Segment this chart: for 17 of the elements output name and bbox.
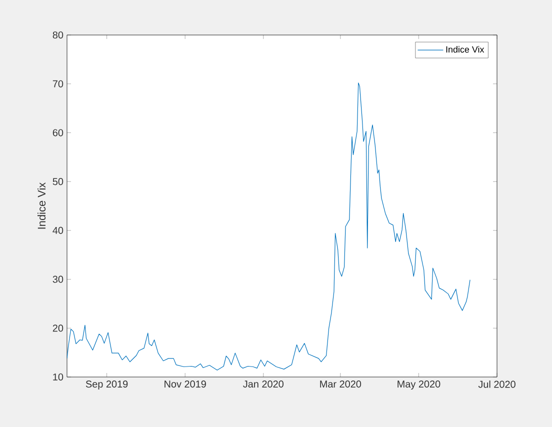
y-tick-label: 60: [52, 129, 64, 136]
y-tick-label: 50: [52, 178, 64, 186]
x-tick-label: Jul 2020: [478, 380, 516, 388]
x-tick-label: Jan 2020: [243, 380, 284, 388]
x-tick-label: Mar 2020: [320, 380, 362, 388]
y-axis-title: Indice Vix: [38, 182, 46, 229]
x-tick-label: Sep 2019: [86, 380, 128, 390]
x-tick-label: May 2020: [398, 380, 440, 390]
y-tick-label: 20: [52, 324, 64, 332]
x-tick-label: Nov 2019: [164, 380, 206, 388]
legend-label: Indice Vix: [446, 46, 484, 53]
y-tick-label: 40: [52, 226, 64, 234]
y-tick-label: 10: [53, 373, 64, 381]
y-tick-label: 70: [52, 80, 64, 88]
y-tick-label: 30: [52, 276, 64, 283]
y-tick-label: 80: [52, 31, 64, 39]
line-series: [67, 82, 470, 370]
